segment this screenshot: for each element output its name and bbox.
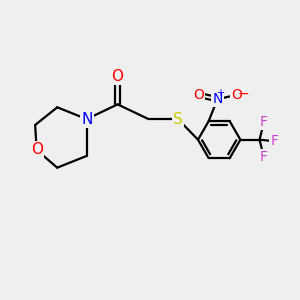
Text: N: N <box>81 112 92 127</box>
Text: +: + <box>216 88 224 98</box>
Text: N: N <box>212 92 223 106</box>
Text: O: O <box>112 69 124 84</box>
Text: O: O <box>193 88 204 102</box>
Text: S: S <box>173 112 183 127</box>
Text: F: F <box>260 150 268 164</box>
Text: F: F <box>270 134 278 148</box>
Text: O: O <box>31 142 43 158</box>
Text: F: F <box>260 115 268 129</box>
Text: −: − <box>237 86 249 100</box>
Text: O: O <box>231 88 242 102</box>
